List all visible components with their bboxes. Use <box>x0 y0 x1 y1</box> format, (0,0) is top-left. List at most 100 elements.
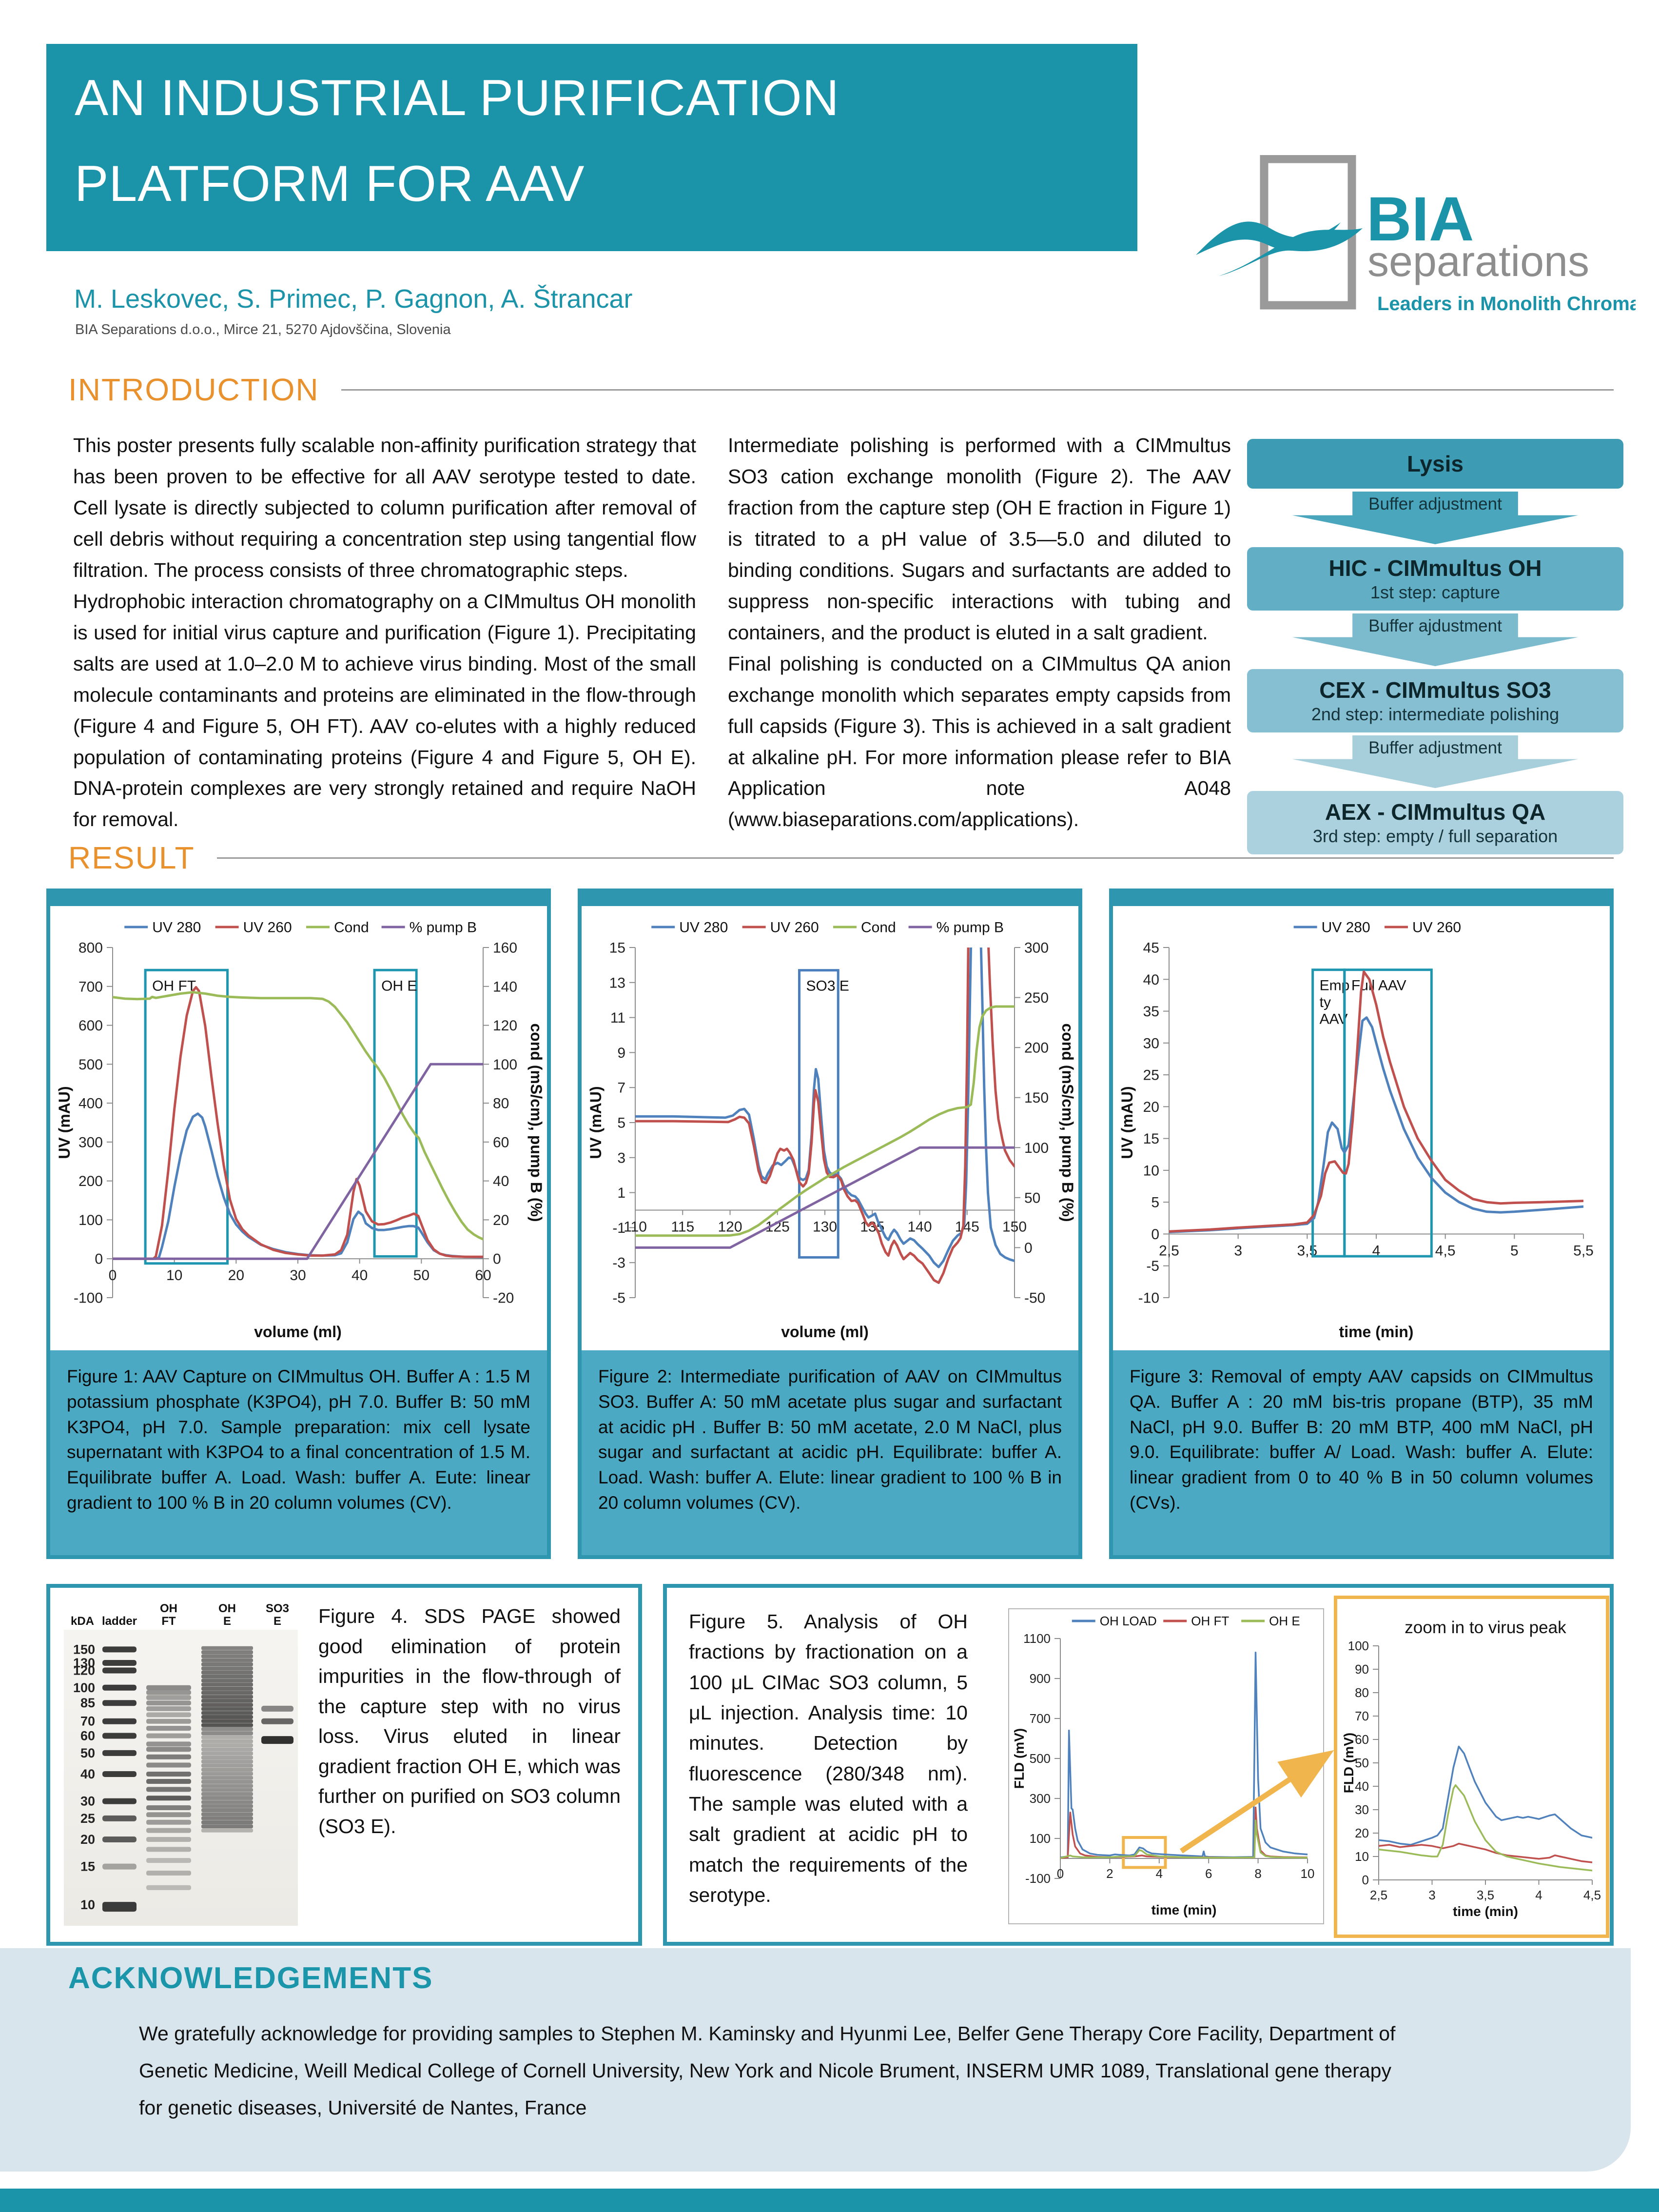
svg-text:11: 11 <box>610 1010 625 1026</box>
poster-title-line1: AN INDUSTRIAL PURIFICATION <box>75 70 839 126</box>
svg-text:0: 0 <box>108 1267 117 1284</box>
svg-text:2: 2 <box>1106 1866 1113 1881</box>
intro-paragraph: This poster presents fully scalable non-… <box>73 434 696 581</box>
svg-text:-5: -5 <box>1146 1258 1159 1274</box>
figure5-chart-zoom: 0 10 20 30 40 50 60 70 80 90 100 2,5 3 3,5 4 4,5 zoom in… <box>1334 1596 1609 1938</box>
svg-text:40: 40 <box>1143 972 1159 988</box>
svg-text:15: 15 <box>1143 1131 1159 1147</box>
svg-text:cond (mS/cm), pump B (%): cond (mS/cm), pump B (%) <box>527 1023 543 1222</box>
svg-text:60: 60 <box>475 1267 491 1284</box>
svg-text:100: 100 <box>78 1212 102 1228</box>
svg-text:0: 0 <box>1151 1226 1159 1243</box>
svg-text:70: 70 <box>80 1714 95 1729</box>
svg-text:FLD (mV): FLD (mV) <box>1341 1733 1356 1793</box>
svg-text:Full AAV: Full AAV <box>1351 978 1406 994</box>
logo-wave2-icon <box>1219 228 1363 276</box>
svg-text:120: 120 <box>493 1018 517 1034</box>
svg-text:85: 85 <box>80 1696 95 1710</box>
bia-logo: BIA separations Leaders in Monolith Chro… <box>1192 155 1659 318</box>
svg-text:-5: -5 <box>612 1290 625 1306</box>
heading-divider <box>216 857 1614 859</box>
svg-text:0: 0 <box>1362 1873 1369 1887</box>
svg-text:120: 120 <box>73 1663 95 1678</box>
heading-divider <box>341 389 1614 391</box>
svg-text:time (min): time (min) <box>1453 1904 1518 1919</box>
svg-text:2,5: 2,5 <box>1370 1888 1387 1902</box>
svg-text:OH FT: OH FT <box>152 978 196 994</box>
figure2-caption: Figure 2: Intermediate purification of A… <box>582 1350 1078 1555</box>
svg-text:90: 90 <box>1355 1662 1369 1677</box>
svg-text:kDA: kDA <box>71 1615 94 1628</box>
svg-text:900: 900 <box>1030 1671 1051 1686</box>
svg-text:ladder: ladder <box>102 1615 137 1628</box>
svg-text:200: 200 <box>78 1173 102 1189</box>
svg-text:20: 20 <box>228 1267 244 1284</box>
svg-text:80: 80 <box>1355 1685 1369 1700</box>
svg-text:400: 400 <box>78 1096 102 1112</box>
affiliation-line: BIA Separations d.o.o., Mirce 21, 5270 A… <box>75 322 451 337</box>
svg-text:0: 0 <box>1024 1240 1033 1256</box>
svg-text:130: 130 <box>73 1656 95 1670</box>
svg-text:% pump B: % pump B <box>936 920 1003 936</box>
svg-text:UV 260: UV 260 <box>1412 920 1461 936</box>
svg-text:115: 115 <box>671 1219 694 1235</box>
acknowledgements-heading: ACKNOWLEDGEMENTS <box>68 1961 433 1995</box>
svg-text:500: 500 <box>78 1057 102 1073</box>
svg-text:45: 45 <box>1143 940 1159 956</box>
svg-text:-10: -10 <box>1138 1290 1159 1306</box>
svg-text:time (min): time (min) <box>1152 1902 1217 1917</box>
svg-text:15: 15 <box>609 940 625 956</box>
authors-line: M. Leskovec, S. Primec, P. Gagnon, A. Št… <box>74 284 633 314</box>
figure3-panel: -10 -5 0 5 10 15 20 25 30 35 40 45 2,5 3 3,5 4 4,5 5 5,5 Em… <box>1109 889 1614 1559</box>
svg-text:30: 30 <box>1143 1035 1159 1051</box>
intro-paragraph: Hydrophobic interaction chromatography o… <box>73 590 696 831</box>
svg-text:UV (mAU): UV (mAU) <box>56 1086 73 1159</box>
svg-text:-50: -50 <box>1024 1290 1045 1306</box>
svg-text:10: 10 <box>1301 1866 1315 1881</box>
svg-text:500: 500 <box>1030 1751 1051 1766</box>
flow-arrow-down-icon: Buffer adjustment <box>1247 735 1623 788</box>
svg-text:100: 100 <box>1030 1831 1051 1846</box>
figure2-panel: -5 -3 -1 1 3 5 7 9 11 13 15 -50 0 50 100 150 200 250 300 11… <box>578 889 1082 1559</box>
svg-text:5: 5 <box>1510 1243 1518 1259</box>
svg-text:3: 3 <box>617 1150 625 1166</box>
svg-text:13: 13 <box>609 975 625 991</box>
panel-top-band <box>1113 892 1610 906</box>
svg-text:150: 150 <box>73 1642 95 1657</box>
sds-page-gel-image: kDA ladder OH FT OH E SO3 E 150 130 120 100 85 70 60 50… <box>64 1601 298 1928</box>
flow-step: AEX - CIMmultus QA 3rd step: empty / full… <box>1247 791 1623 854</box>
svg-text:OH E: OH E <box>1269 1614 1300 1628</box>
flow-arrow-down-icon: Buffer ajdustment <box>1247 613 1623 666</box>
svg-text:2,5: 2,5 <box>1159 1243 1179 1259</box>
svg-text:140: 140 <box>493 979 517 995</box>
introduction-heading-label: INTRODUCTION <box>68 372 319 407</box>
svg-text:150: 150 <box>1024 1090 1049 1106</box>
figure1-chart: -100 0 100 200 300 400 500 600 700 800 -20 0 20 40 60 8… <box>50 906 547 1350</box>
header-banner: AN INDUSTRIAL PURIFICATION PLATFORM FOR … <box>46 44 1137 251</box>
panel-top-band <box>50 892 547 906</box>
svg-text:UV (mAU): UV (mAU) <box>587 1086 605 1159</box>
result-heading: RESULT <box>68 840 1614 876</box>
figure3-caption: Figure 3: Removal of empty AAV capsids o… <box>1113 1350 1610 1555</box>
svg-text:time (min): time (min) <box>1339 1323 1413 1341</box>
svg-text:7: 7 <box>617 1080 625 1096</box>
svg-text:40: 40 <box>351 1267 367 1284</box>
svg-text:4,5: 4,5 <box>1435 1243 1455 1259</box>
svg-text:100: 100 <box>493 1057 517 1073</box>
svg-text:200: 200 <box>1024 1040 1049 1056</box>
svg-text:70: 70 <box>1355 1709 1369 1723</box>
svg-text:9: 9 <box>617 1045 625 1061</box>
svg-text:120: 120 <box>718 1219 742 1235</box>
result-panels: -100 0 100 200 300 400 500 600 700 800 -20 0 20 40 60 8… <box>46 889 1614 1559</box>
flow-arrow-down-icon: Buffer adjustment <box>1247 492 1623 544</box>
logo-tagline: Leaders in Monolith Chromatography <box>1377 293 1636 315</box>
svg-text:700: 700 <box>1030 1711 1051 1726</box>
figure4-caption: Figure 4. SDS PAGE showed good eliminati… <box>318 1605 621 1837</box>
svg-text:8: 8 <box>1254 1866 1261 1881</box>
svg-text:cond (mS/cm), pump B (%): cond (mS/cm), pump B (%) <box>1059 1023 1074 1222</box>
poster-title-line2: PLATFORM FOR AAV <box>75 156 585 212</box>
figure1-caption: Figure 1: AAV Capture on CIMmultus OH. B… <box>50 1350 547 1555</box>
intro-paragraph: Final polishing is conducted on a CIMmul… <box>728 652 1231 831</box>
svg-text:zoom in to virus peak: zoom in to virus peak <box>1405 1618 1566 1637</box>
